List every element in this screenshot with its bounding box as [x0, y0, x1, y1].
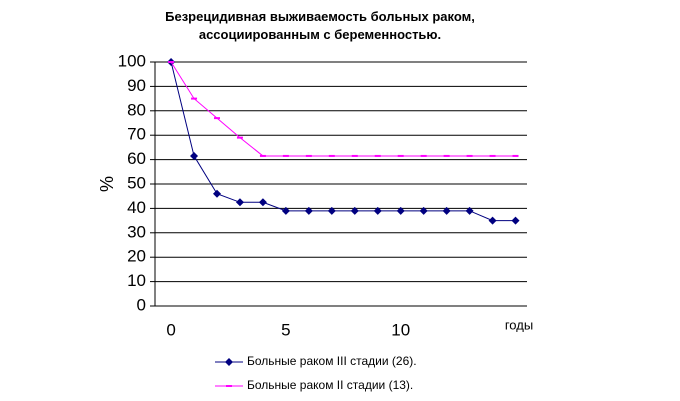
y-tick-label: 10: [127, 271, 146, 290]
point: [213, 189, 221, 198]
point: [488, 216, 497, 225]
point: [511, 216, 520, 225]
point: [235, 198, 244, 207]
legend-label: Больные раком III стадии (26).: [247, 354, 417, 368]
y-tick-label: 40: [127, 198, 146, 217]
point: [396, 206, 405, 215]
point: [327, 206, 336, 215]
y-tick-label: 0: [137, 295, 146, 314]
point: [258, 198, 267, 207]
point: [465, 206, 474, 215]
x-axis-label: годы: [505, 317, 533, 332]
x-tick-label: 5: [281, 320, 290, 339]
y-tick-label: 80: [127, 100, 146, 119]
y-tick-label: 50: [127, 173, 146, 192]
x-tick-label: 10: [391, 320, 410, 339]
legend-marker: [225, 358, 233, 366]
y-tick-label: 20: [127, 247, 146, 266]
point: [373, 206, 382, 215]
y-tick-label: 70: [127, 125, 146, 144]
y-tick-label: 90: [127, 76, 146, 95]
y-tick-label: 30: [127, 222, 146, 241]
point: [350, 206, 359, 215]
series-line: [170, 61, 516, 157]
chart-title: Безрецидивная выживаемость больных раком…: [165, 9, 475, 42]
point: [442, 206, 451, 215]
x-tick-label: 0: [166, 320, 175, 339]
series-line: [170, 61, 516, 222]
legend-label: Больные раком II стадии (13).: [247, 378, 413, 392]
y-axis-label: %: [97, 176, 117, 192]
y-tick-label: 60: [127, 149, 146, 168]
point: [190, 151, 199, 160]
y-tick-label: 100: [118, 51, 146, 70]
point: [304, 206, 313, 215]
point: [281, 206, 290, 215]
point: [419, 206, 428, 215]
